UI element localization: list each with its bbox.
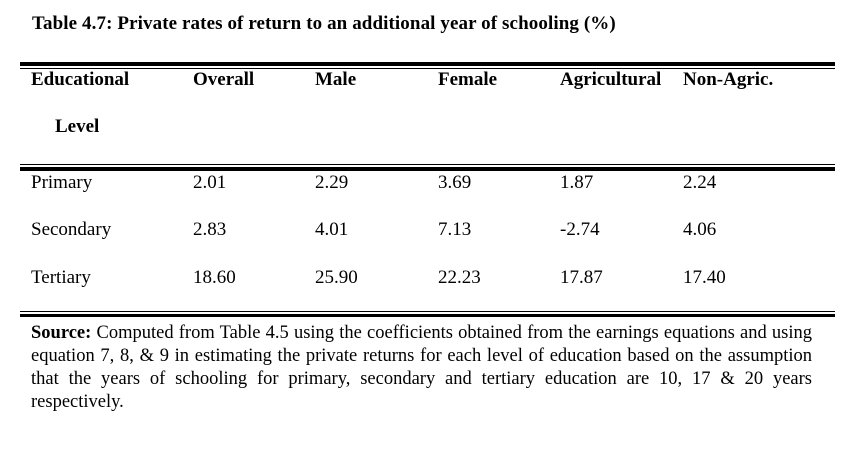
column-header-agricultural: Agricultural: [560, 69, 662, 90]
table-cell: 2.24: [683, 172, 717, 193]
table-cell: 1.87: [560, 172, 594, 193]
row-label-primary: Primary: [31, 172, 93, 193]
column-header-female: Female: [438, 69, 498, 90]
column-header-educational: Educational: [31, 69, 130, 90]
table-cell: 22.23: [438, 267, 481, 288]
table-cell: 3.69: [438, 172, 472, 193]
table-cell: 18.60: [193, 267, 236, 288]
header-border-thin: [20, 164, 835, 165]
table-cell: 4.01: [315, 219, 349, 240]
table-cell: 17.40: [683, 267, 726, 288]
column-header-level: Level: [55, 116, 100, 137]
top-border-thin: [20, 68, 835, 69]
table-cell: 4.06: [683, 219, 717, 240]
header-border-thick: [20, 167, 835, 171]
source-label: Source:: [31, 323, 92, 343]
table-cell: 2.01: [193, 172, 227, 193]
row-label-secondary: Secondary: [31, 219, 112, 240]
bottom-border-thick: [20, 314, 835, 317]
table-cell: 2.29: [315, 172, 349, 193]
table-cell: 7.13: [438, 219, 472, 240]
table-caption: Table 4.7: Private rates of return to an…: [32, 13, 616, 34]
column-header-male: Male: [315, 69, 357, 90]
table-cell: 2.83: [193, 219, 227, 240]
row-label-tertiary: Tertiary: [31, 267, 91, 288]
source-text: Computed from Table 4.5 using the coeffi…: [31, 323, 812, 412]
table-cell: 17.87: [560, 267, 603, 288]
table-cell: -2.74: [560, 219, 600, 240]
bottom-border-thin: [20, 311, 835, 312]
source-note: Source: Computed from Table 4.5 using th…: [31, 322, 812, 414]
top-border-thick: [20, 62, 835, 66]
column-header-non-agric: Non-Agric.: [683, 69, 774, 90]
table-cell: 25.90: [315, 267, 358, 288]
column-header-overall: Overall: [193, 69, 255, 90]
